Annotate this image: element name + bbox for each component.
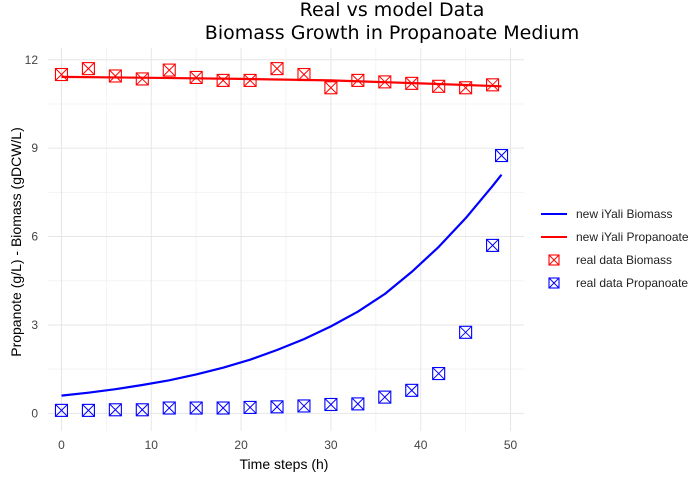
data-point bbox=[216, 401, 230, 415]
series-line bbox=[61, 174, 503, 397]
legend-label: real data Propanoate bbox=[576, 276, 688, 290]
x-tick-label: 30 bbox=[324, 438, 338, 452]
data-point bbox=[486, 238, 500, 252]
x-tick-label: 40 bbox=[414, 438, 428, 452]
data-point bbox=[216, 73, 230, 87]
data-point bbox=[324, 397, 338, 412]
data-point bbox=[405, 383, 419, 397]
legend-label: new iYali Biomass bbox=[576, 207, 672, 221]
legend-item: real data Biomass bbox=[548, 253, 672, 267]
data-point bbox=[432, 366, 446, 381]
data-point bbox=[297, 399, 311, 413]
data-point bbox=[324, 81, 338, 95]
data-point bbox=[243, 73, 257, 87]
series-line bbox=[61, 75, 502, 88]
data-point bbox=[162, 401, 176, 415]
chart-title-line2: Biomass Growth in Propanoate Medium bbox=[205, 22, 579, 44]
legend-item: real data Propanoate bbox=[548, 276, 688, 290]
data-point bbox=[459, 325, 473, 339]
chart-title-line1: Real vs model Data bbox=[300, 0, 485, 21]
data-point bbox=[108, 69, 122, 83]
y-axis-label: Propanote (g/L) - Biomass (gDCW/L) bbox=[8, 127, 24, 357]
series-points bbox=[54, 62, 509, 417]
legend-label: new iYali Propanoate bbox=[576, 230, 689, 244]
data-point bbox=[297, 67, 311, 82]
data-point bbox=[405, 76, 419, 90]
data-point bbox=[54, 67, 69, 82]
y-tick-label: 9 bbox=[31, 141, 38, 155]
data-point bbox=[270, 62, 284, 76]
legend-label: real data Biomass bbox=[576, 253, 672, 267]
y-axis-ticks: 0 3 6 9 12 bbox=[25, 53, 39, 421]
data-point bbox=[486, 78, 500, 92]
legend-item: new iYali Biomass bbox=[541, 207, 672, 221]
data-point bbox=[108, 403, 122, 417]
data-point bbox=[432, 79, 446, 93]
y-tick-label: 6 bbox=[31, 230, 38, 244]
data-point bbox=[162, 63, 176, 77]
data-point bbox=[378, 390, 392, 404]
data-point bbox=[270, 400, 284, 414]
data-point bbox=[494, 148, 509, 163]
y-tick-label: 12 bbox=[25, 53, 39, 67]
data-point bbox=[135, 72, 149, 86]
data-point bbox=[351, 397, 365, 411]
data-point bbox=[135, 403, 149, 417]
grid bbox=[48, 48, 524, 431]
x-tick-label: 50 bbox=[504, 438, 518, 452]
x-axis-label: Time steps (h) bbox=[240, 456, 329, 472]
y-tick-label: 3 bbox=[31, 318, 38, 332]
x-tick-label: 20 bbox=[234, 438, 248, 452]
legend-item: new iYali Propanoate bbox=[541, 230, 689, 244]
data-point bbox=[189, 70, 203, 85]
x-tick-label: 0 bbox=[58, 438, 65, 452]
data-point bbox=[351, 73, 365, 87]
data-point bbox=[81, 403, 95, 417]
data-point bbox=[548, 254, 560, 266]
x-tick-label: 10 bbox=[145, 438, 159, 452]
legend: new iYali Biomass new iYali Propanoate rea… bbox=[541, 207, 689, 290]
data-point bbox=[189, 401, 203, 415]
data-point bbox=[378, 75, 392, 89]
data-point bbox=[548, 277, 560, 289]
data-point bbox=[459, 81, 473, 95]
data-point bbox=[54, 403, 69, 417]
data-point bbox=[81, 62, 95, 76]
y-tick-label: 0 bbox=[31, 406, 38, 420]
data-point bbox=[243, 400, 257, 414]
x-axis-ticks: 0 10 20 30 40 50 bbox=[58, 438, 517, 452]
